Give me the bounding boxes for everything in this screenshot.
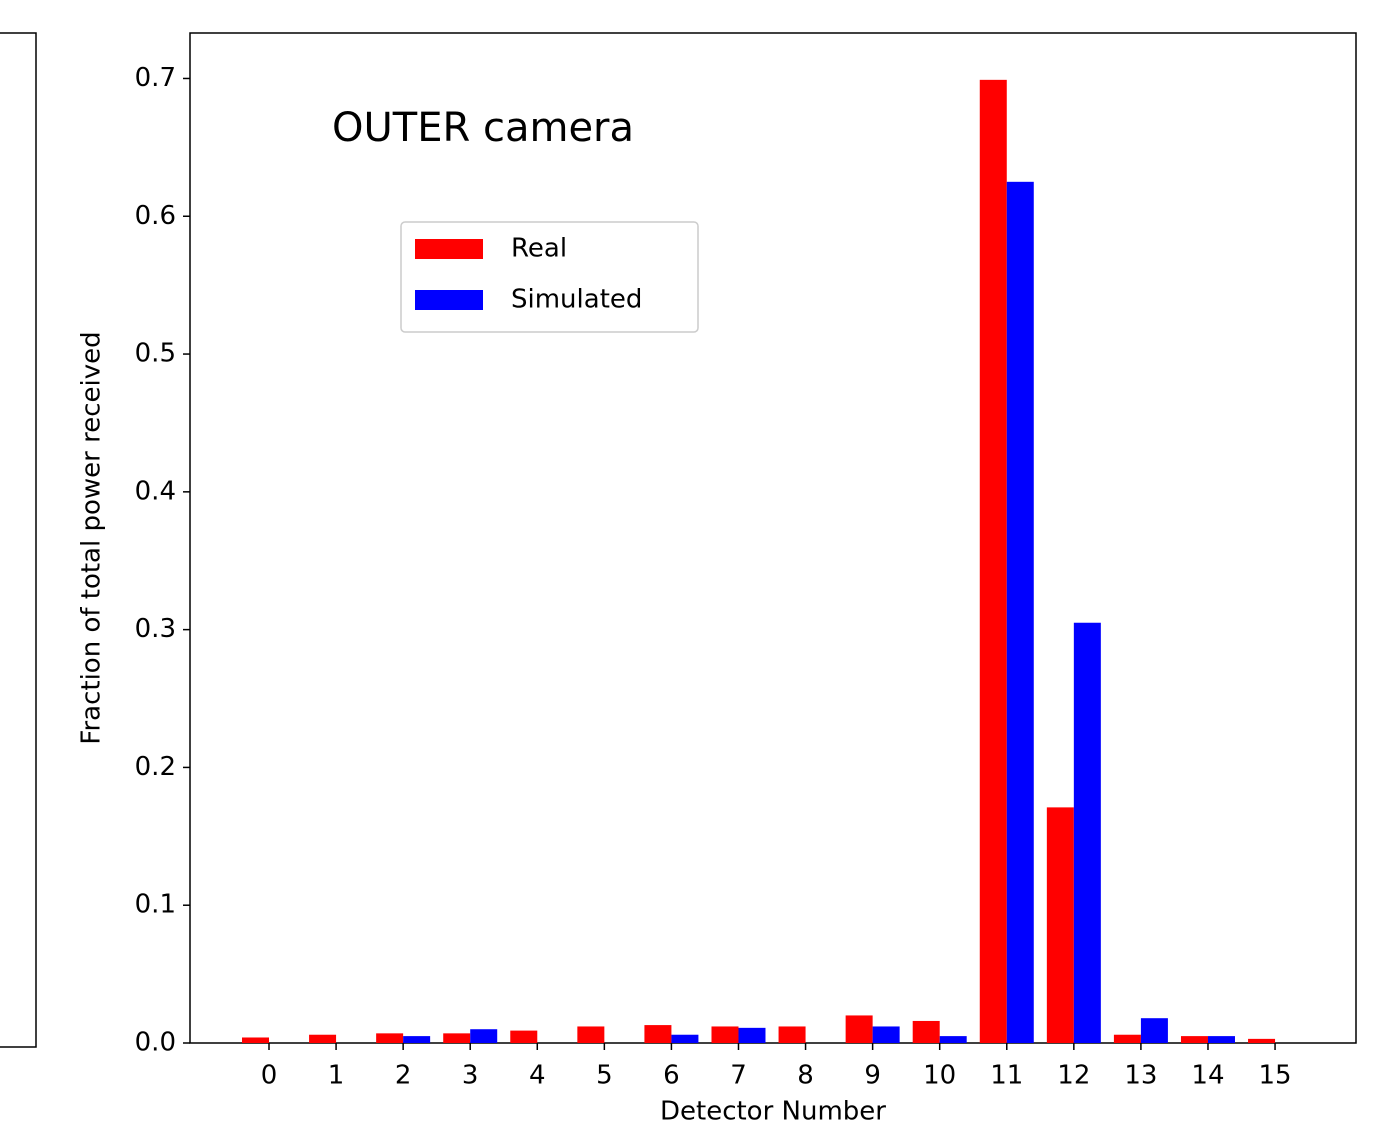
bar (443, 1033, 471, 1043)
bar (845, 1015, 873, 1043)
x-tick-label: 11 (990, 1061, 1023, 1091)
bar (778, 1026, 806, 1043)
bar (1248, 1038, 1276, 1043)
bar (1006, 181, 1034, 1043)
x-tick-label: 1 (328, 1061, 345, 1091)
bar (577, 1026, 605, 1043)
bar (376, 1033, 404, 1043)
bar (912, 1020, 940, 1043)
legend-swatch (415, 239, 483, 259)
x-tick-label: 12 (1057, 1061, 1090, 1091)
bar (242, 1037, 269, 1043)
bar (872, 1026, 900, 1043)
y-tick-label: 0.7 (135, 63, 176, 93)
bar (510, 1030, 538, 1043)
bar (1113, 1034, 1141, 1043)
bar (309, 1034, 337, 1043)
x-tick-label: 2 (395, 1061, 412, 1091)
bar (1073, 622, 1101, 1043)
bar (470, 1029, 498, 1043)
y-axis-label: Fraction of total power received (77, 331, 107, 744)
y-tick-label: 0.5 (135, 339, 176, 369)
legend-label: Real (511, 234, 567, 264)
x-tick-label: 9 (864, 1061, 881, 1091)
x-tick-label: 13 (1124, 1061, 1157, 1091)
x-tick-label: 0 (261, 1061, 278, 1091)
y-tick-label: 0.6 (135, 201, 176, 231)
x-tick-label: 5 (596, 1061, 613, 1091)
bar (979, 79, 1007, 1043)
x-tick-label: 6 (663, 1061, 680, 1091)
y-tick-label: 0.3 (135, 614, 176, 644)
bar (1140, 1018, 1168, 1043)
bar (1207, 1036, 1235, 1043)
y-tick-label: 0.2 (135, 752, 176, 782)
y-tick-label: 0.4 (135, 476, 176, 506)
bar (403, 1036, 431, 1043)
x-tick-label: 7 (730, 1061, 747, 1091)
bar (738, 1027, 766, 1043)
bar (939, 1036, 967, 1043)
legend-label: Simulated (511, 285, 642, 315)
x-tick-label: 14 (1191, 1061, 1224, 1091)
y-tick-label: 0.1 (135, 890, 176, 920)
chart-title: OUTER camera (332, 105, 634, 151)
bar (644, 1025, 672, 1043)
bar (671, 1034, 699, 1043)
x-tick-label: 8 (797, 1061, 814, 1091)
x-tick-label: 3 (462, 1061, 479, 1091)
x-tick-label: 10 (923, 1061, 956, 1091)
x-tick-label: 4 (529, 1061, 546, 1091)
x-tick-label: 15 (1259, 1061, 1292, 1091)
plot-frame (189, 32, 1357, 1044)
legend-swatch (415, 290, 483, 310)
x-axis-label: Detector Number (660, 1097, 886, 1124)
adjacent-panel-frame (0, 32, 37, 1048)
bar (711, 1026, 739, 1043)
y-tick-label: 0.0 (135, 1028, 176, 1058)
bar (1180, 1036, 1208, 1043)
bar (1046, 807, 1074, 1043)
